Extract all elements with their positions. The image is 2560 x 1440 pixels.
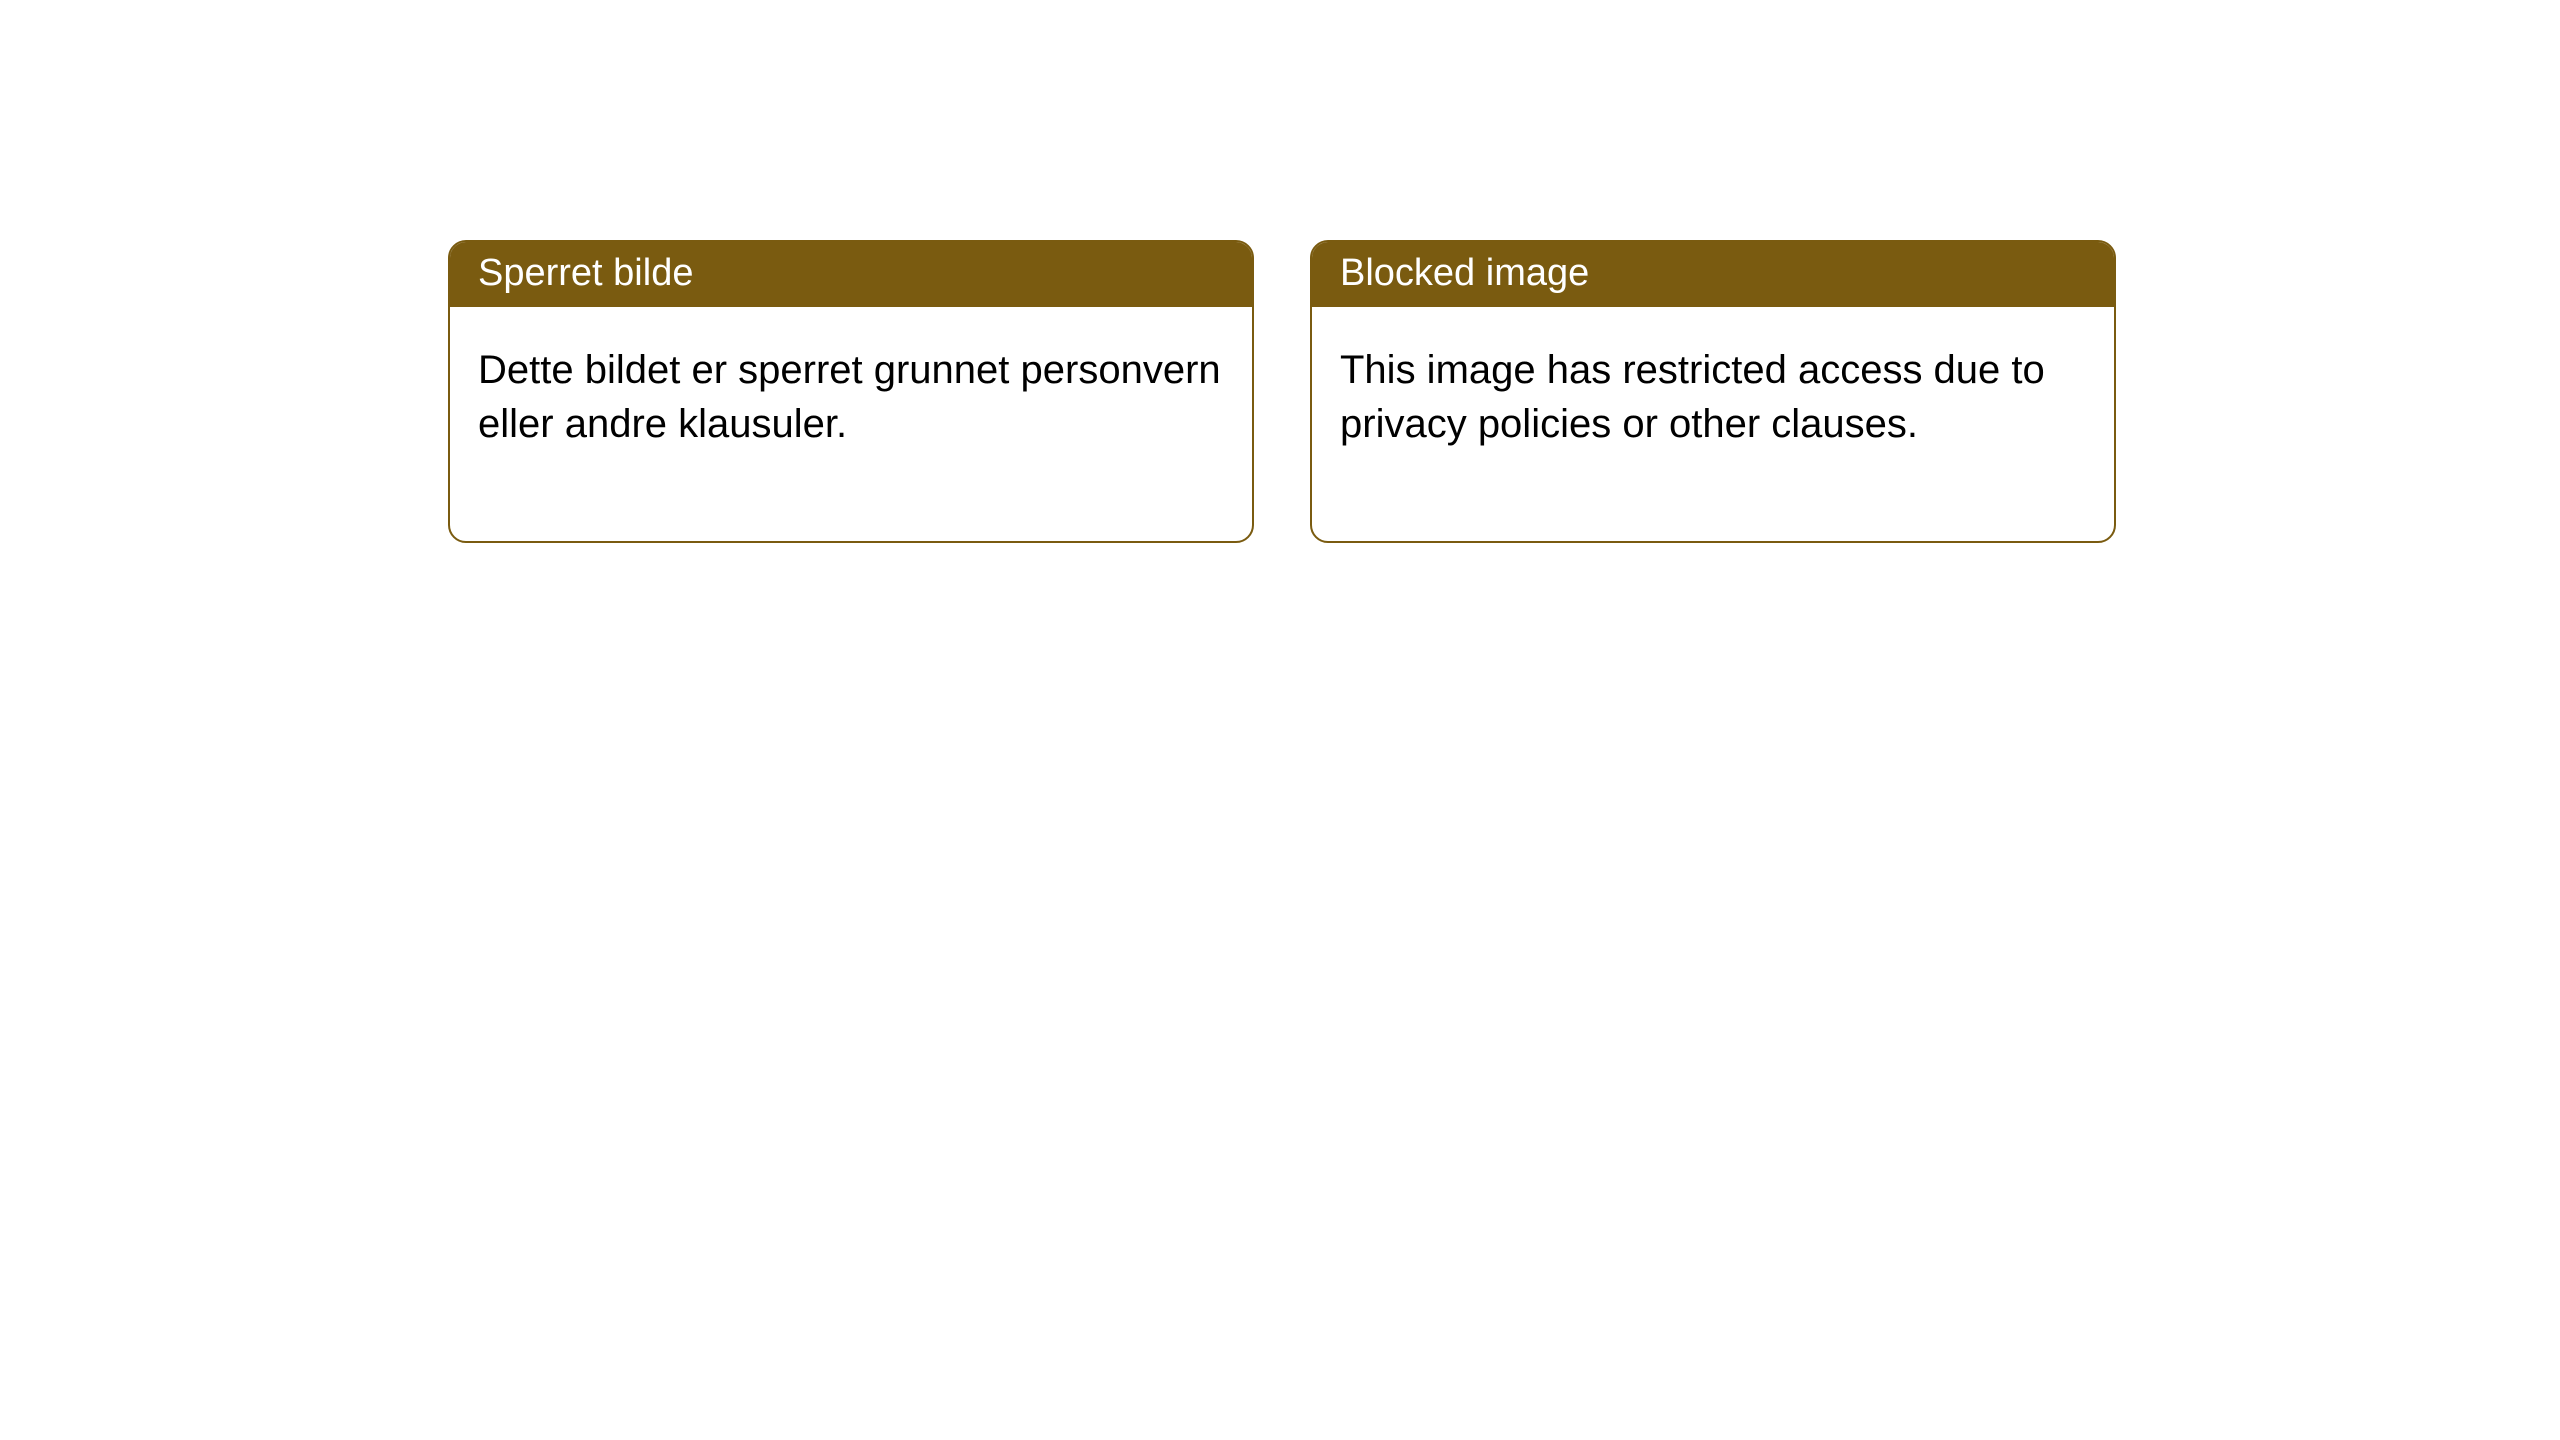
notice-container: Sperret bilde Dette bildet er sperret gr… — [0, 0, 2560, 543]
notice-card-norwegian: Sperret bilde Dette bildet er sperret gr… — [448, 240, 1254, 543]
notice-body-english: This image has restricted access due to … — [1312, 307, 2114, 541]
notice-text-english: This image has restricted access due to … — [1340, 348, 2045, 446]
notice-header-norwegian: Sperret bilde — [450, 242, 1252, 307]
notice-card-english: Blocked image This image has restricted … — [1310, 240, 2116, 543]
notice-title-english: Blocked image — [1340, 252, 1589, 294]
notice-body-norwegian: Dette bildet er sperret grunnet personve… — [450, 307, 1252, 541]
notice-title-norwegian: Sperret bilde — [478, 252, 693, 294]
notice-header-english: Blocked image — [1312, 242, 2114, 307]
notice-text-norwegian: Dette bildet er sperret grunnet personve… — [478, 348, 1221, 446]
